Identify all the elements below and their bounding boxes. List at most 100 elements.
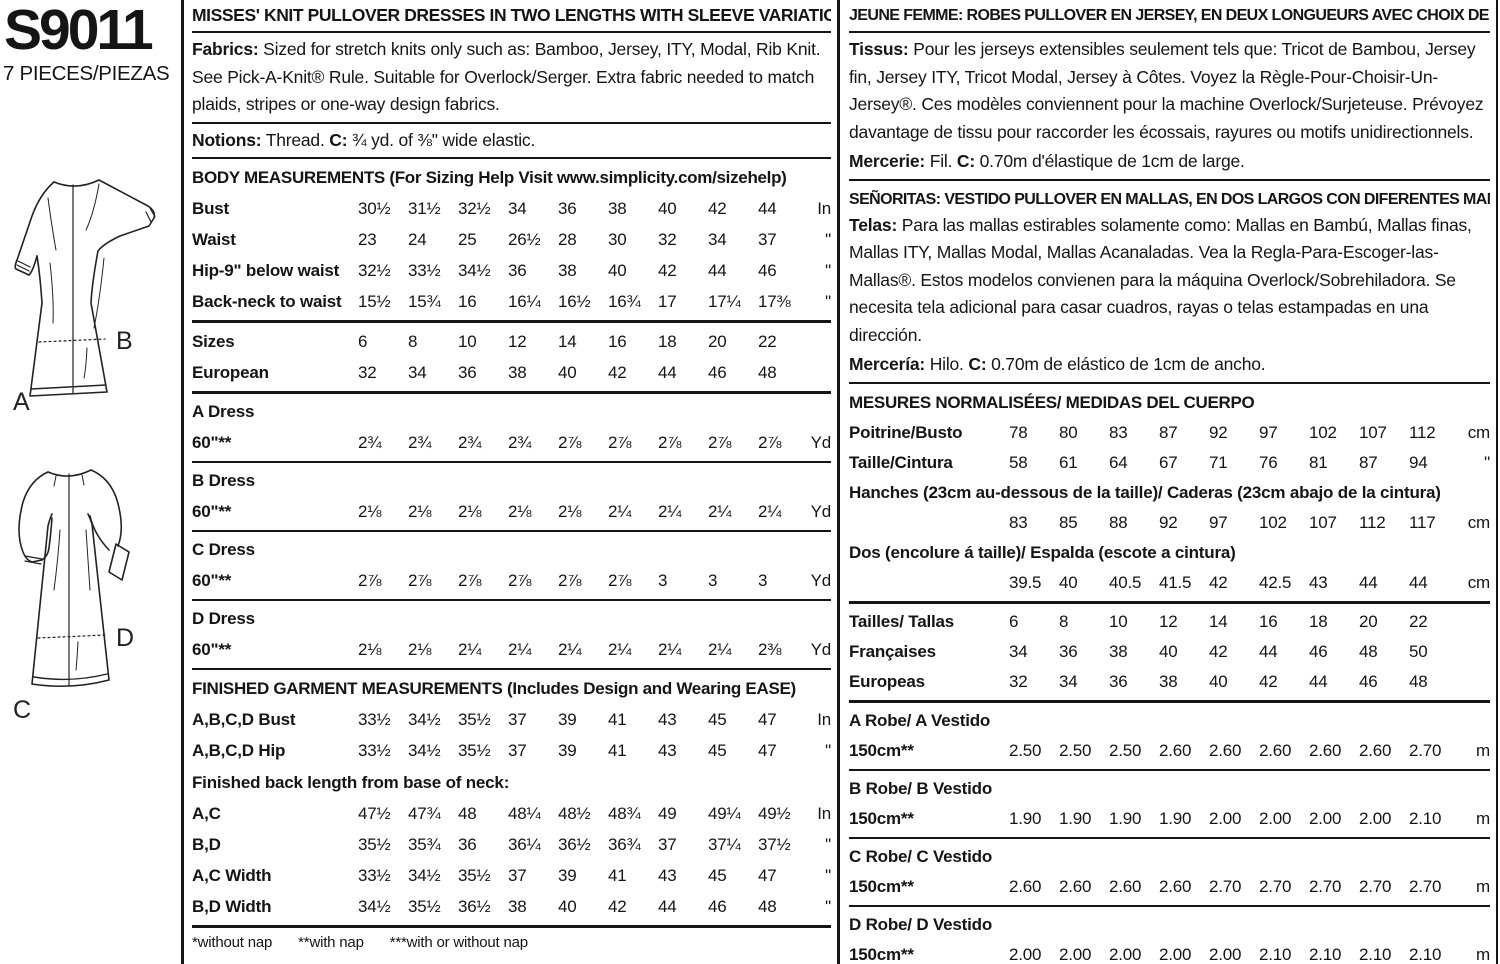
table-cell: 38 <box>558 261 577 280</box>
table-cell: 87 <box>1359 452 1378 472</box>
merceria-view-c: C: <box>968 354 987 374</box>
table-cell: 32½ <box>358 261 391 280</box>
table-cell: 2.00 <box>1259 808 1292 828</box>
table-cell: 81 <box>1309 452 1328 472</box>
table-cell: 37 <box>508 866 527 885</box>
unit-cell: Yd <box>810 502 832 521</box>
table-row: A,B,C,D Bust 33½ 34½ 35½ 37 39 41 43 45 47 In <box>192 704 831 735</box>
unit-cell: m <box>1476 808 1490 828</box>
table-cell: 2¼ <box>608 640 632 659</box>
table-row: Europeas 32 34 36 38 40 42 44 46 48 <box>849 667 1490 697</box>
table-cell: 2⅞ <box>458 571 482 590</box>
table-cell: 36 <box>458 835 477 854</box>
table-row: B,D Width 34½ 35½ 36½ 38 40 42 44 46 48 " <box>192 891 831 922</box>
fabrics-text: Sized for stretch knits only such as: Ba… <box>192 39 821 114</box>
rule <box>192 391 831 394</box>
notions-text: Thread. <box>265 129 330 150</box>
rule <box>849 600 1490 604</box>
table-cell: 1.90 <box>1159 808 1192 828</box>
hanches-table: 83 85 88 92 97 102 107 112 117 cm <box>849 508 1490 538</box>
mercerie-text-2: 0.70m d'élastique de 1cm de large. <box>974 151 1245 171</box>
table-cell: 15½ <box>358 292 391 311</box>
table-cell: 107 <box>1309 512 1337 532</box>
figure-label-c: C <box>13 696 32 724</box>
table-cell: 2.00 <box>1059 944 1092 964</box>
row-label: Waist <box>192 230 236 249</box>
table-cell: 44 <box>658 897 677 916</box>
table-cell: 2⅞ <box>408 571 432 590</box>
table-cell: 2¾ <box>508 433 532 452</box>
table-cell: 20 <box>708 332 727 351</box>
unit-cell: cm <box>1467 512 1490 532</box>
english-title: MISSES' KNIT PULLOVER DRESSES IN TWO LEN… <box>192 0 831 33</box>
mercerie-label: Mercerie: <box>849 151 926 171</box>
table-cell: 2.10 <box>1409 808 1442 828</box>
rule <box>192 320 831 323</box>
table-cell: 39 <box>558 741 577 760</box>
table-cell: 2.00 <box>1309 808 1342 828</box>
table-cell: 30½ <box>358 199 391 218</box>
table-cell: 2.00 <box>1359 808 1392 828</box>
row-label: A,B,C,D Hip <box>192 741 286 760</box>
row-label: 150cm** <box>849 876 914 896</box>
table-cell: 43 <box>658 710 677 729</box>
intl-panel: JEUNE FEMME: ROBES PULLOVER EN JERSEY, E… <box>840 0 1498 964</box>
table-cell: 35½ <box>358 835 391 854</box>
table-cell: 42 <box>1209 641 1228 661</box>
table-cell: 1.90 <box>1009 808 1042 828</box>
table-row: Poitrine/Busto 78 80 83 87 92 97 102 107 112 cm <box>849 418 1490 448</box>
table-cell: 2.50 <box>1009 740 1042 760</box>
table-cell: 61 <box>1059 452 1078 472</box>
unit-cell: In <box>817 199 831 218</box>
table-cell: 71 <box>1209 452 1228 472</box>
table-row: 83 85 88 92 97 102 107 112 117 cm <box>849 508 1490 538</box>
unit-cell: m <box>1476 876 1490 896</box>
unit-cell: " <box>825 835 831 854</box>
table-cell: 112 <box>1359 512 1386 532</box>
mercerie-paragraph: Mercerie: Fil. C: 0.70m d'élastique de 1… <box>849 148 1490 176</box>
table-cell: 2⅞ <box>608 433 632 452</box>
table-cell: 17⅜ <box>758 292 791 311</box>
table-cell: 16½ <box>558 292 591 311</box>
table-cell: 33½ <box>408 261 441 280</box>
table-cell: 16¾ <box>608 292 641 311</box>
table-cell: 36¾ <box>608 835 641 854</box>
row-label: European <box>192 363 269 382</box>
figure-label-a: A <box>13 388 30 416</box>
table-cell: 45 <box>708 741 727 760</box>
table-cell: 34½ <box>408 741 441 760</box>
row-label: Europeas <box>849 671 925 691</box>
c-dress-header: C Dress <box>192 540 255 559</box>
table-cell: 2¼ <box>458 640 482 659</box>
table-cell: 48¼ <box>508 804 541 823</box>
table-cell: 45 <box>708 710 727 729</box>
table-row: Hip-9" below waist 32½ 33½ 34½ 36 38 40 42 44 46 " <box>192 255 831 286</box>
table-cell: 17 <box>658 292 677 311</box>
table-cell: 37 <box>758 230 777 249</box>
rule <box>849 699 1490 703</box>
table-cell: 46 <box>758 261 777 280</box>
table-cell: 67 <box>1159 452 1178 472</box>
table-cell: 2.60 <box>1109 876 1142 896</box>
table-row: Back-neck to waist 15½ 15¾ 16 16¼ 16½ 16¾ 17 17¼… <box>192 286 831 317</box>
table-row: 60"** 2⅛ 2⅛ 2¼ 2¼ 2¼ 2¼ 2¼ 2¼ 2⅜ Yd <box>192 634 831 665</box>
table-cell: 2.00 <box>1159 944 1192 964</box>
table-cell: 38 <box>1159 671 1178 691</box>
unit-cell: " <box>825 230 831 249</box>
table-row: A,C Width 33½ 34½ 35½ 37 39 41 43 45 47 " <box>192 860 831 891</box>
table-cell: 41 <box>608 741 627 760</box>
table-cell: 117 <box>1409 512 1436 532</box>
unit-cell: Yd <box>810 433 832 452</box>
telas-text: Para las mallas estirables solamente com… <box>849 214 1472 345</box>
table-cell: 35½ <box>408 897 441 916</box>
dress-c-d-drawing <box>18 469 130 688</box>
finished-measurements-title: FINISHED GARMENT MEASUREMENTS (Includes … <box>192 679 796 698</box>
row-label: Sizes <box>192 332 235 351</box>
table-cell: 2.60 <box>1009 876 1042 896</box>
table-cell: 35½ <box>458 741 491 760</box>
table-row: 150cm** 2.00 2.00 2.00 2.00 2.00 2.10 2.10 2.10 2… <box>849 940 1490 964</box>
table-cell: 42 <box>608 363 627 382</box>
table-cell: 2.10 <box>1359 944 1392 964</box>
table-cell: 12 <box>508 332 527 351</box>
